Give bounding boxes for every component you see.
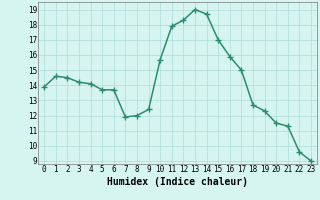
X-axis label: Humidex (Indice chaleur): Humidex (Indice chaleur)	[107, 177, 248, 187]
